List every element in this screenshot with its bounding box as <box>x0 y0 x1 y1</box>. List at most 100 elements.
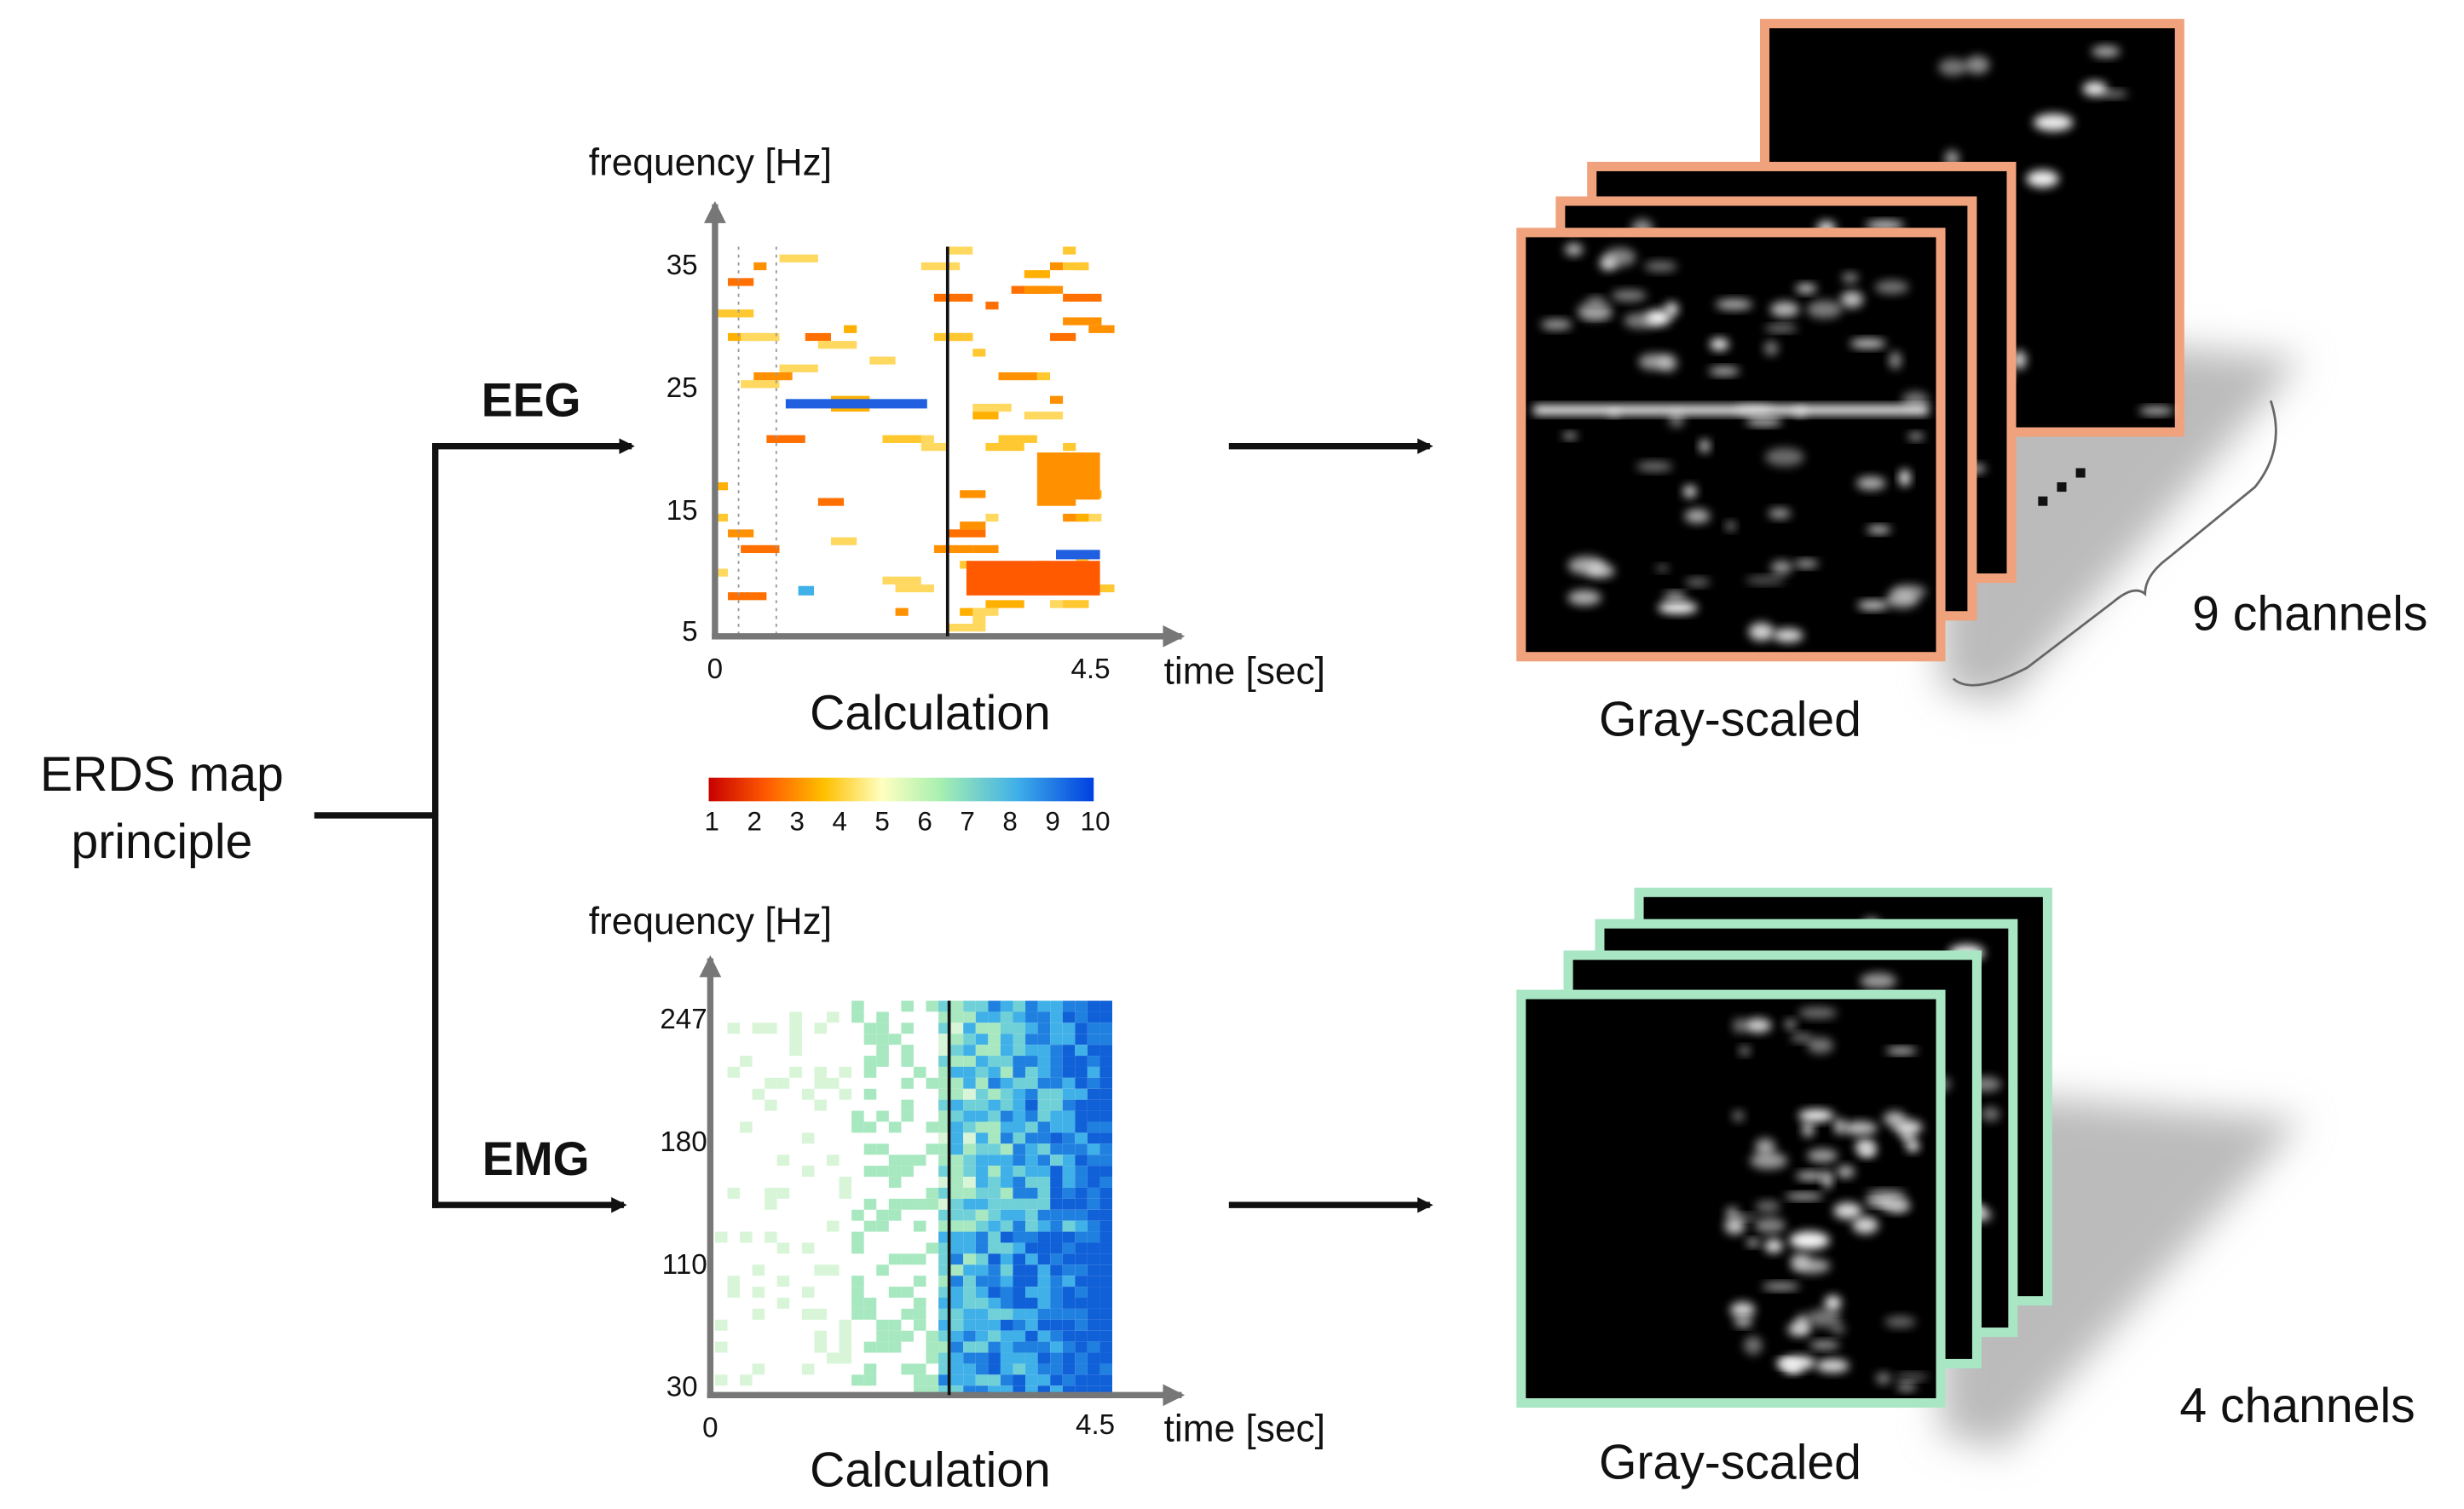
heat-cell <box>901 1330 914 1342</box>
heat-cell <box>888 1319 902 1331</box>
heat-cell <box>863 1198 877 1210</box>
y-tick-label: 15 <box>666 495 698 527</box>
heat-cell <box>1000 1077 1013 1089</box>
bright-spot <box>1663 591 1687 600</box>
heat-cell <box>901 1077 914 1089</box>
heat-cell <box>985 600 1024 608</box>
heat-cell <box>805 332 831 342</box>
heat-cell <box>888 1121 902 1133</box>
heat-cell <box>1037 1110 1051 1122</box>
heat-cell <box>1099 1110 1113 1122</box>
bright-spot <box>2082 81 2108 96</box>
bright-spot <box>1790 1033 1813 1042</box>
heat-cell <box>901 1110 914 1122</box>
heat-cell <box>1099 1242 1113 1254</box>
heat-cell <box>1087 1352 1100 1364</box>
heat-cell <box>1075 1166 1088 1178</box>
heat-cell <box>901 1099 914 1111</box>
heat-cell <box>963 1132 976 1144</box>
heat-cell <box>814 1264 827 1276</box>
heat-cell <box>1062 1155 1076 1166</box>
heat-cell <box>975 1132 989 1144</box>
bright-spot <box>1831 1323 1846 1334</box>
heat-cell <box>963 1155 976 1166</box>
heat-cell <box>876 1034 889 1045</box>
heat-cell <box>1025 1000 1038 1012</box>
heat-cell <box>765 1198 777 1210</box>
emg-image-stack <box>1516 887 2303 1450</box>
heat-cell <box>844 325 857 333</box>
bright-spot <box>1685 578 1711 586</box>
heat-cell <box>975 1363 989 1375</box>
heat-cell <box>975 1143 989 1155</box>
heat-cell <box>975 1308 989 1320</box>
heat-cell <box>1000 1088 1013 1100</box>
heat-cell <box>1075 1231 1088 1243</box>
heat-cell <box>988 1066 1001 1078</box>
heat-cell <box>752 1363 765 1375</box>
heat-cell <box>1000 1209 1013 1221</box>
heat-cell <box>1099 1034 1113 1045</box>
heat-cell <box>1025 1209 1038 1221</box>
heat-cell <box>963 1264 976 1276</box>
heat-cell <box>1075 1034 1088 1045</box>
x-tick-label: 0 <box>702 1413 718 1444</box>
heat-cell <box>1049 600 1064 608</box>
heat-cell <box>1087 1231 1100 1243</box>
heat-cell <box>988 1000 1001 1012</box>
heat-cell <box>714 1341 728 1353</box>
heat-cell <box>766 435 805 443</box>
heat-cell <box>1025 1045 1038 1057</box>
bright-spot <box>1763 341 1779 356</box>
heat-cell <box>1087 1011 1100 1023</box>
heat-cell <box>1000 1066 1013 1078</box>
heat-cell <box>901 1287 914 1299</box>
heat-cell <box>975 1088 989 1100</box>
heat-cell <box>1000 1198 1013 1210</box>
bright-spot <box>1807 1037 1834 1054</box>
heat-cell <box>933 544 973 554</box>
heat-cell <box>998 435 1037 443</box>
heat-cell <box>1050 1231 1063 1243</box>
heat-cell <box>869 356 896 365</box>
heat-cell <box>901 1056 914 1067</box>
heat-cell <box>950 1155 964 1166</box>
heat-cell <box>1050 1011 1063 1023</box>
heat-cell <box>926 1341 939 1353</box>
heat-cell <box>972 615 986 625</box>
heat-cell <box>1025 1198 1038 1210</box>
heat-cell <box>765 1077 777 1089</box>
heat-cell <box>798 585 815 596</box>
heat-cell <box>1000 1143 1013 1155</box>
colorbar-tick-label: 5 <box>874 806 889 836</box>
heat-cell <box>960 490 986 498</box>
heat-cell <box>895 608 909 616</box>
y-axis-label: frequency [Hz] <box>589 141 832 183</box>
heat-cell <box>801 1242 815 1254</box>
heat-cell <box>998 371 1037 381</box>
heat-cell <box>950 1319 964 1331</box>
bright-spot <box>1857 601 1889 610</box>
heat-cell <box>1037 1231 1051 1243</box>
bright-spot <box>1658 602 1698 614</box>
heat-cell <box>1025 1110 1038 1122</box>
heat-cell <box>789 1022 802 1034</box>
bright-spot <box>1852 1216 1878 1234</box>
heat-cell <box>1075 1022 1088 1034</box>
bright-spot <box>2033 113 2074 131</box>
heat-cell <box>1037 1330 1051 1342</box>
heat-cell <box>1062 1319 1076 1331</box>
heat-cell <box>1050 1374 1063 1386</box>
heat-cell <box>988 1110 1001 1122</box>
heat-cell <box>1000 1287 1013 1299</box>
heat-cell <box>876 1056 889 1067</box>
heat-cell <box>1025 1077 1038 1089</box>
heat-cell <box>963 1242 976 1254</box>
heat-cell <box>913 1298 926 1309</box>
heat-cell <box>826 1352 840 1364</box>
heat-cell <box>1088 325 1115 333</box>
heat-cell <box>801 1363 815 1375</box>
heat-cell <box>1099 1143 1113 1155</box>
bright-spot <box>1855 1138 1876 1154</box>
heat-cell <box>1049 395 1064 404</box>
